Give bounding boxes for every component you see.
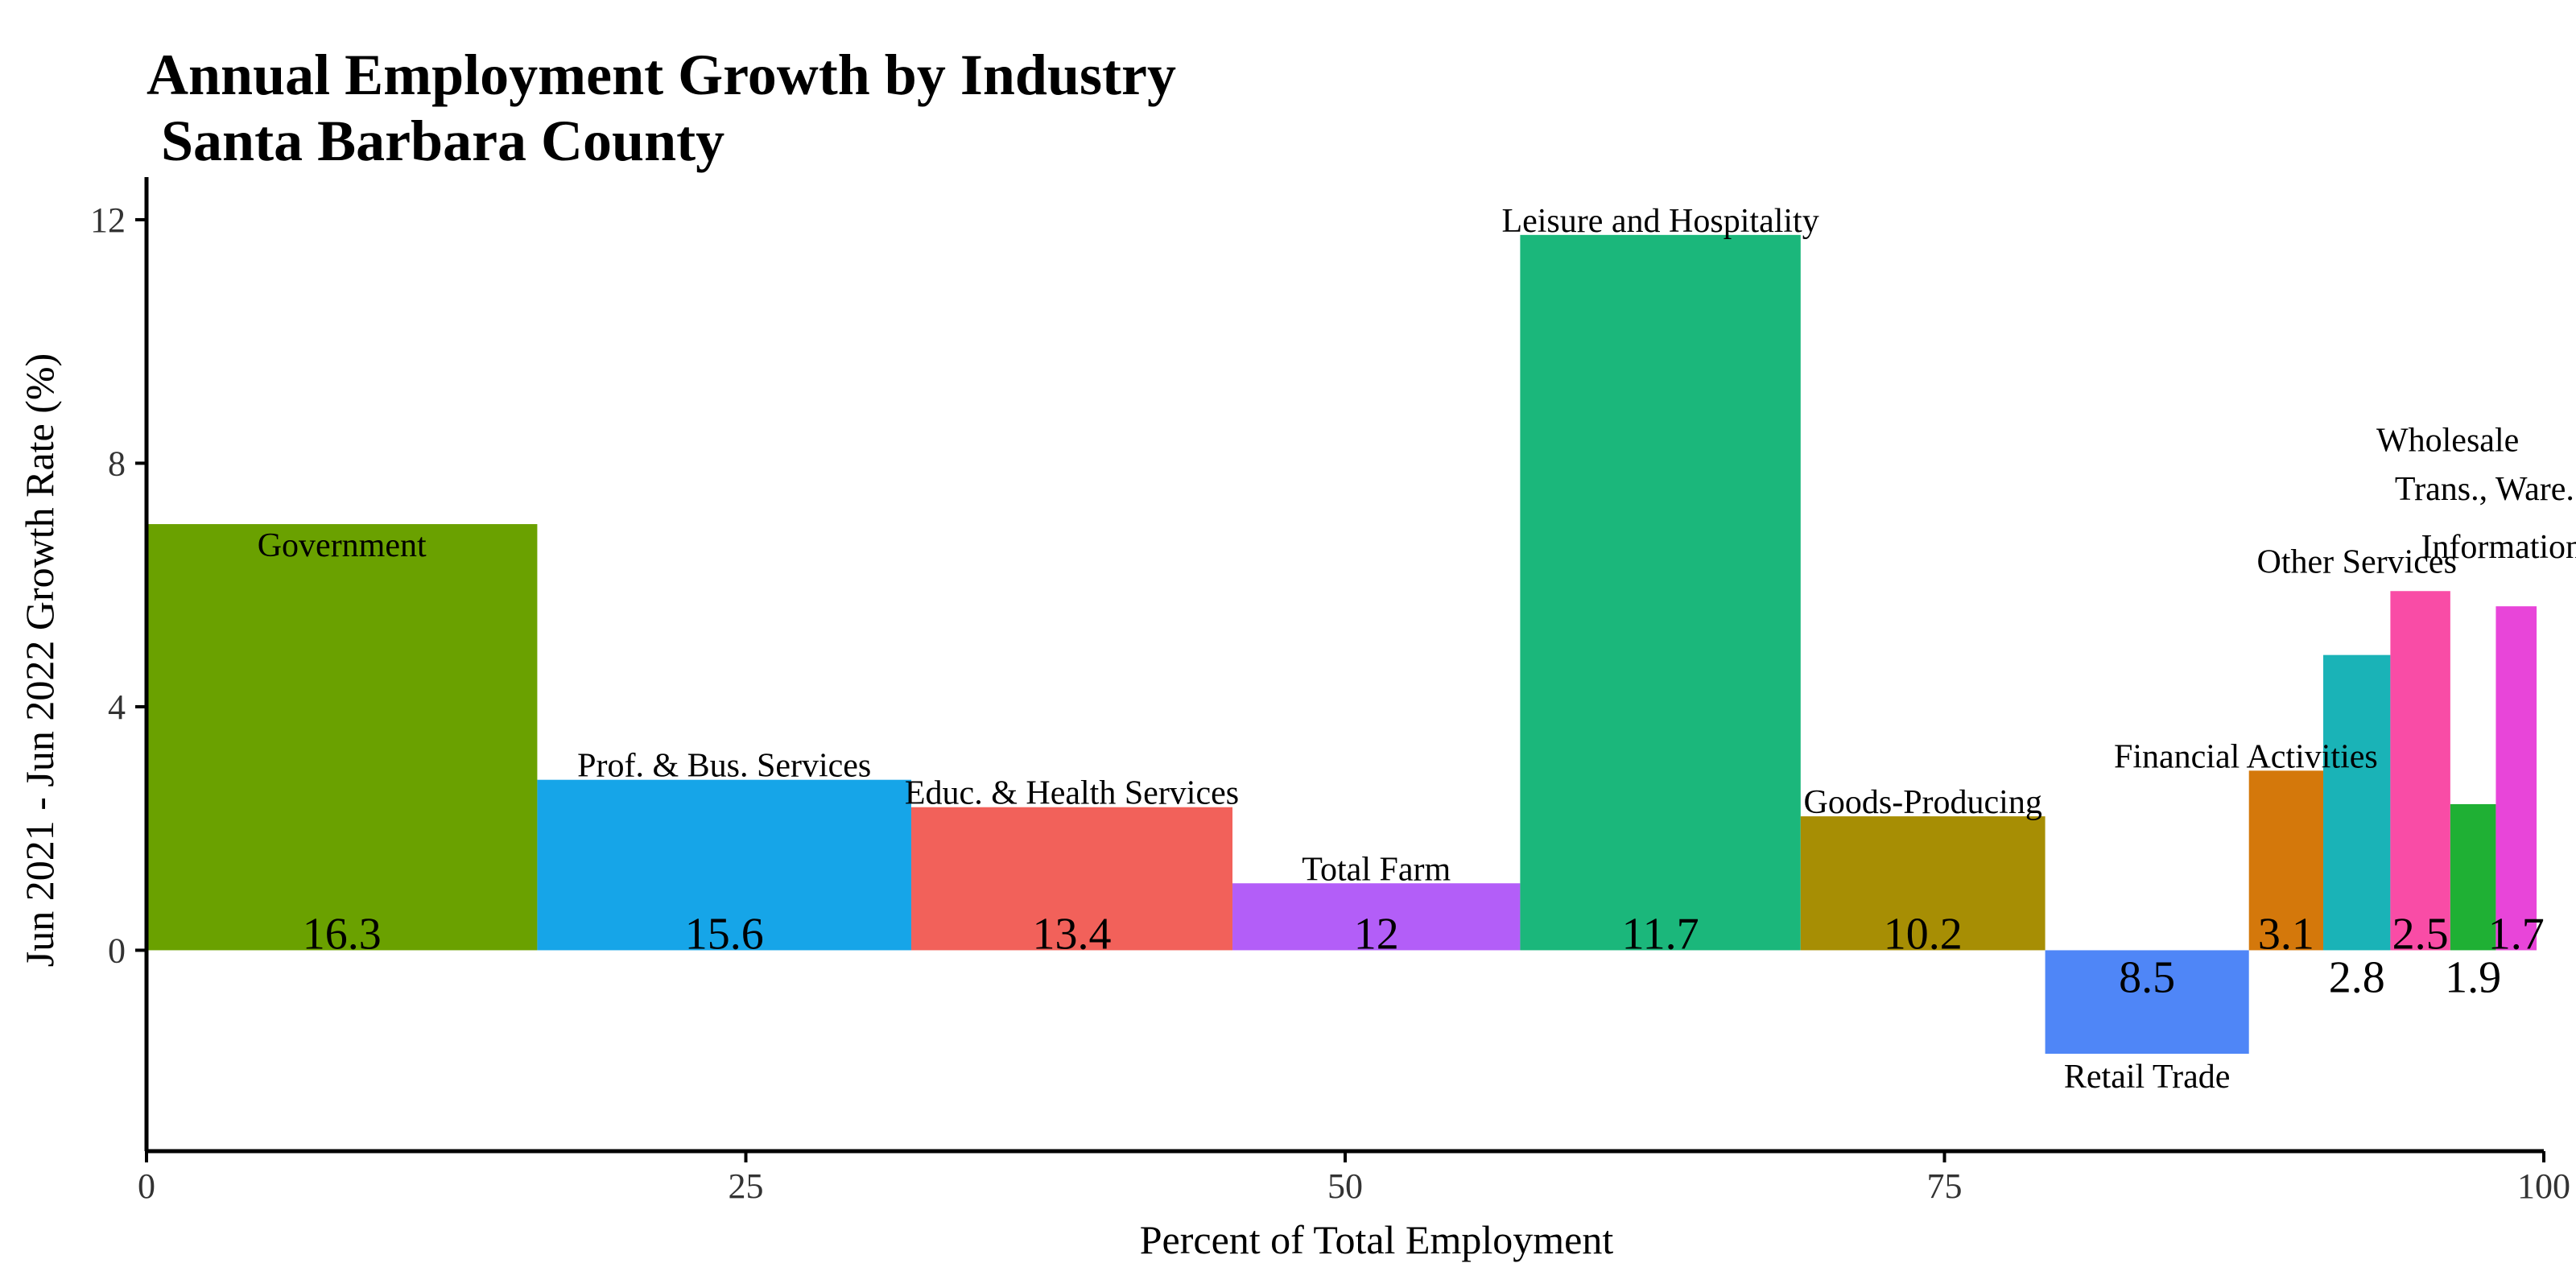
y-axis-title: Jun 2021 - Jun 2022 Growth Rate (%) bbox=[17, 353, 62, 967]
bar-information bbox=[2496, 606, 2537, 951]
bar-financial-activities bbox=[2248, 770, 2324, 951]
bar-leisure-and-hospitality bbox=[1520, 234, 1801, 951]
industry-label-other-services: Other Services bbox=[2257, 544, 2457, 581]
chart-title-line-1: Annual Employment Growth by Industry bbox=[147, 43, 1176, 107]
industry-label-trans-ware-util: Trans., Ware. & Util. bbox=[2395, 471, 2576, 508]
industry-label-leisure-and-hospitality: Leisure and Hospitality bbox=[1501, 203, 1818, 240]
axes-layer: 0 25 50 75 100 0 4 8 12 bbox=[90, 177, 2570, 1206]
share-label-government: 16.3 bbox=[303, 909, 382, 959]
bar-wholesale bbox=[2390, 591, 2450, 951]
x-tick-label: 75 bbox=[1927, 1166, 1963, 1206]
share-label-goods-producing: 10.2 bbox=[1884, 909, 1963, 959]
share-label-leisure-and-hospitality: 11.7 bbox=[1622, 909, 1699, 959]
x-tick-label: 25 bbox=[729, 1166, 764, 1206]
industry-label-financial-activities: Financial Activities bbox=[2114, 738, 2378, 775]
bar-total-farm bbox=[1232, 883, 1521, 951]
y-tick-label: 8 bbox=[108, 444, 126, 483]
y-tick-label: 0 bbox=[108, 931, 126, 970]
industry-label-retail-trade: Retail Trade bbox=[2064, 1059, 2231, 1096]
share-label-other-services: 2.8 bbox=[2329, 952, 2385, 1002]
industry-label-wholesale: Wholesale bbox=[2376, 422, 2519, 459]
bar-trans-ware-util bbox=[2450, 803, 2496, 951]
share-label-retail-trade: 8.5 bbox=[2119, 952, 2175, 1002]
industry-label-educ-health-services: Educ. & Health Services bbox=[905, 775, 1239, 812]
share-label-prof-bus-services: 15.6 bbox=[685, 909, 764, 959]
bar-retail-trade bbox=[2045, 950, 2249, 1054]
bar-prof-bus-services bbox=[537, 779, 911, 951]
bar-other-services bbox=[2323, 654, 2391, 951]
share-label-educ-health-services: 13.4 bbox=[1033, 909, 1112, 959]
chart-title-line-2: Santa Barbara County bbox=[147, 109, 725, 173]
share-label-trans-ware-util: 1.9 bbox=[2445, 952, 2501, 1002]
share-label-financial-activities: 3.1 bbox=[2258, 909, 2314, 959]
x-tick-label: 0 bbox=[138, 1166, 155, 1206]
industry-label-government: Government bbox=[258, 527, 427, 564]
x-tick-label: 100 bbox=[2517, 1166, 2570, 1206]
bar-educ-health-services bbox=[910, 807, 1233, 951]
bar-layer bbox=[147, 234, 2537, 1054]
industry-label-total-farm: Total Farm bbox=[1302, 851, 1451, 888]
y-tick-label: 4 bbox=[108, 687, 126, 727]
share-label-total-farm: 12 bbox=[1354, 909, 1399, 959]
share-label-information: 1.7 bbox=[2488, 909, 2545, 959]
bar-goods-producing bbox=[1800, 816, 2046, 951]
x-axis-title: Percent of Total Employment bbox=[1140, 1217, 1614, 1262]
industry-label-goods-producing: Goods-Producing bbox=[1804, 784, 2042, 821]
industry-label-prof-bus-services: Prof. & Bus. Services bbox=[577, 748, 871, 785]
bar-government bbox=[147, 524, 538, 951]
x-tick-label: 50 bbox=[1327, 1166, 1363, 1206]
label-layer: 16.3 Government 15.6 Prof. & Bus. Services 1… bbox=[258, 203, 2576, 1096]
industry-label-information: Information bbox=[2421, 529, 2576, 566]
share-label-wholesale: 2.5 bbox=[2392, 909, 2449, 959]
y-tick-label: 12 bbox=[90, 200, 126, 240]
